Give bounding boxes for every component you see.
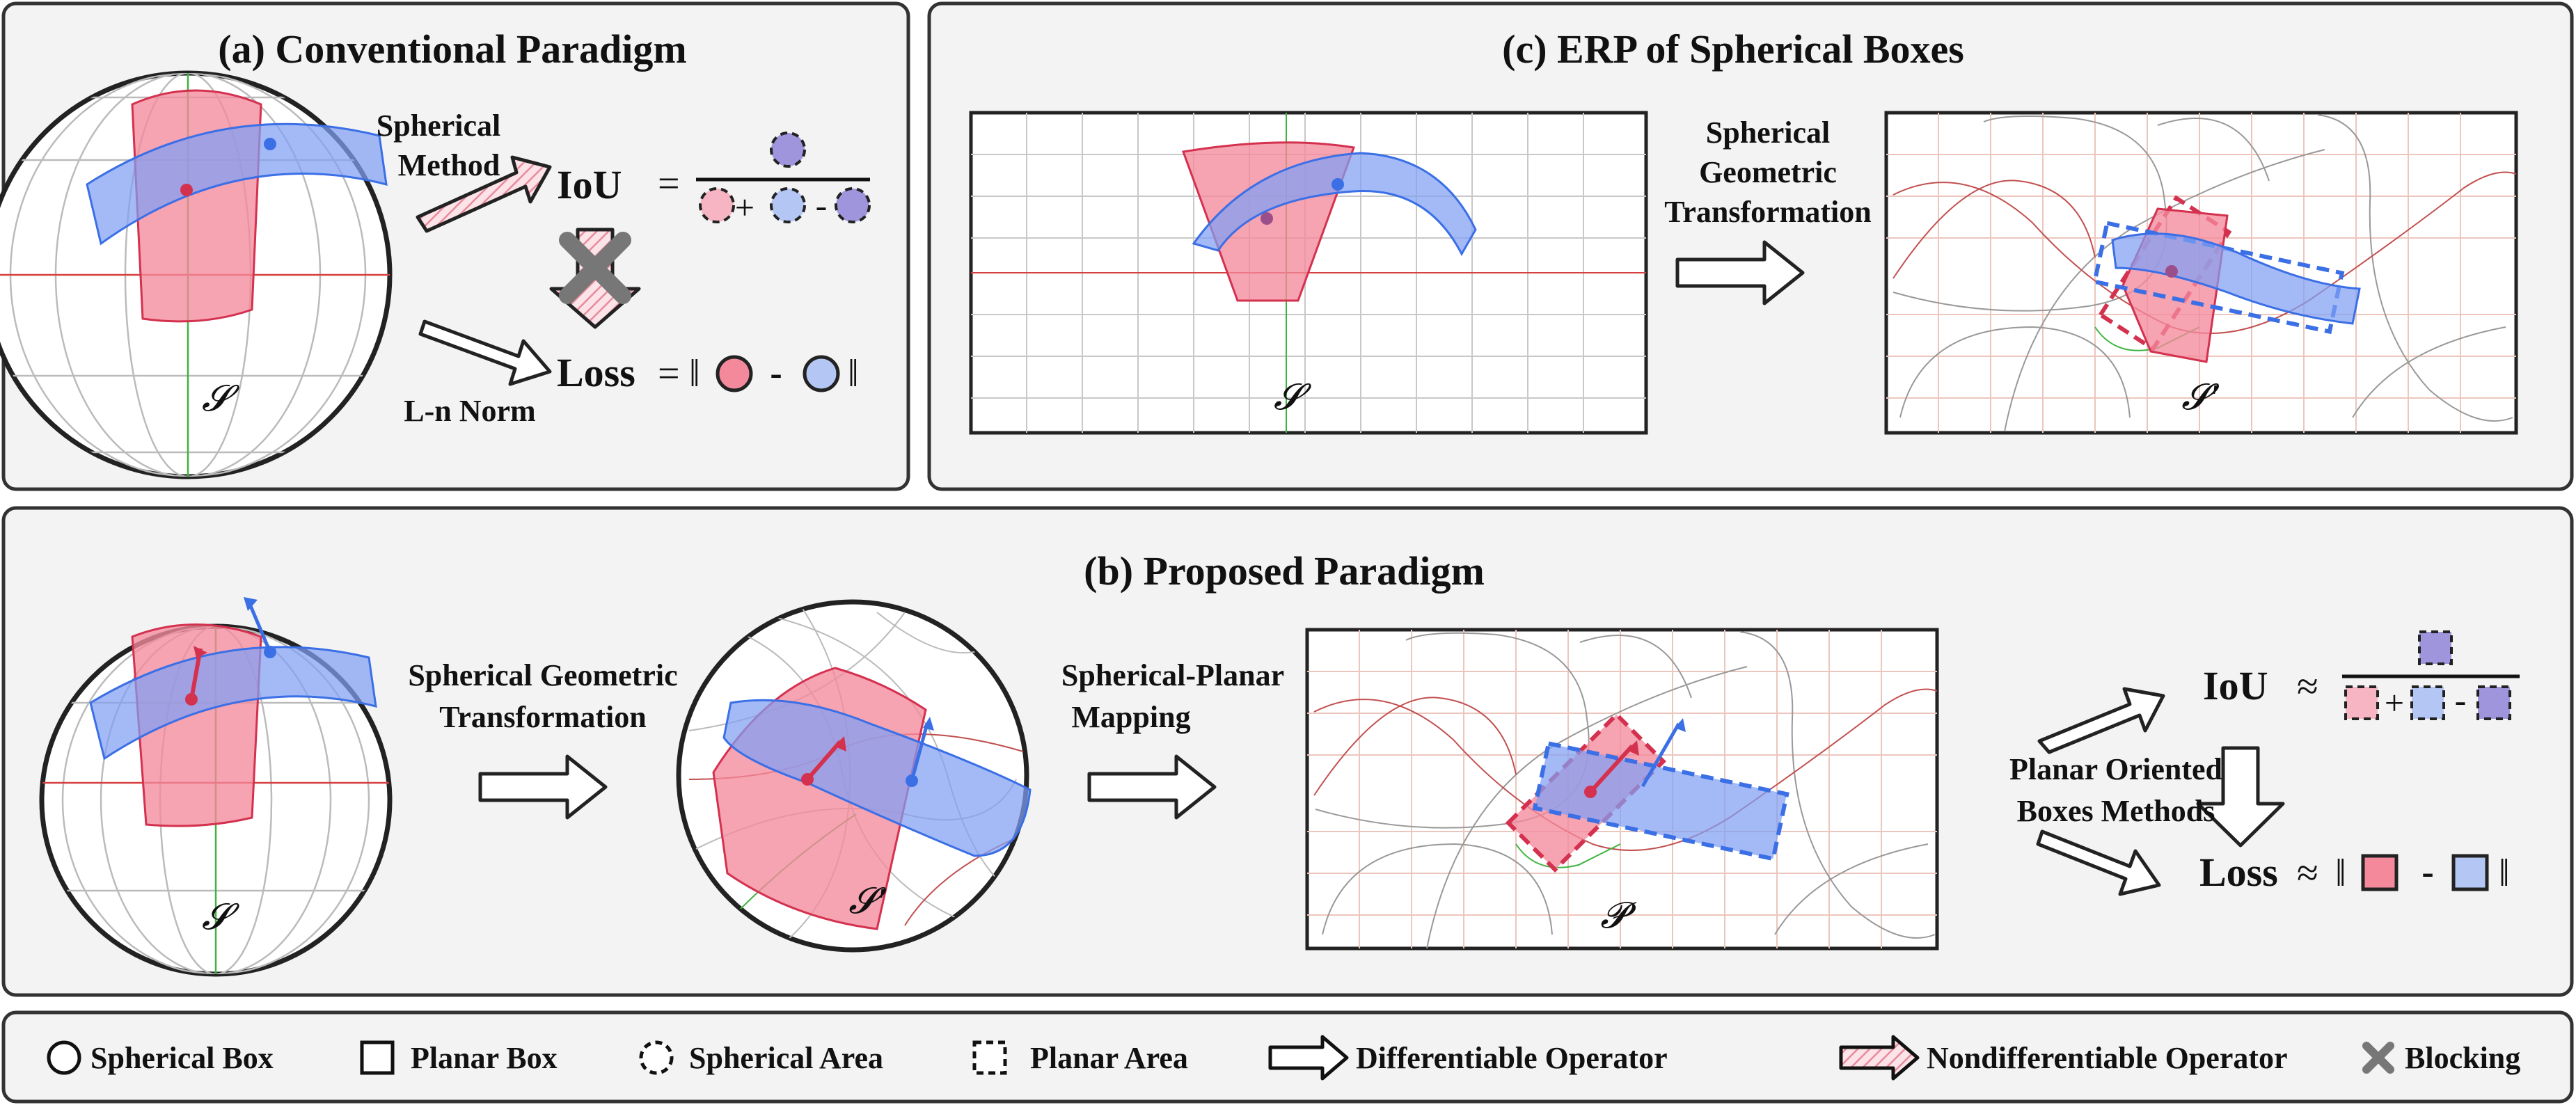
sphere-a: 𝓢 <box>0 70 393 479</box>
differentiable-arrow-a <box>418 319 552 386</box>
differentiable-arrow-b1 <box>478 754 608 820</box>
blue-erp-box-1 <box>1192 152 1477 257</box>
red-spherical-area-icon <box>699 187 735 223</box>
purple-planar-area-icon <box>2476 685 2511 720</box>
dashed-circle-icon <box>639 1040 674 1075</box>
sgt-b-line1: Spherical Geometric <box>408 658 677 692</box>
erp-image-1: 𝓢 <box>969 111 1648 435</box>
blue-planar-box-p <box>1532 740 1789 861</box>
loss-label-a: Loss <box>557 350 635 395</box>
solid-circle-icon <box>47 1040 81 1075</box>
differentiable-arrow-b4 <box>2036 829 2161 896</box>
red-spherical-box-icon <box>716 355 753 392</box>
legend-planar-box: Planar Box <box>411 1041 558 1075</box>
solid-square-icon <box>360 1040 395 1075</box>
sphere-b2: 𝓢′ <box>676 599 1032 953</box>
spm-line1: Spherical-Planar <box>1061 658 1284 692</box>
spherical-method-label-1: Spherical <box>377 109 500 143</box>
differentiable-arrow-b5 <box>2196 746 2285 848</box>
blue-spherical-box-icon <box>803 355 840 392</box>
sphere-b1: 𝓢 <box>39 597 393 977</box>
red-planar-box-icon <box>2361 854 2399 891</box>
panel-c-title: (c) ERP of Spherical Boxes <box>1502 26 1964 72</box>
panel-b: (b) Proposed Paradigm 𝓢 Sph <box>1 506 2574 997</box>
blue-planar-area-icon <box>2410 685 2445 720</box>
norm-bar-right-b: ‖ <box>2499 852 2510 895</box>
planar-image: 𝓟 <box>1305 628 1939 951</box>
minus-sign-a: - <box>816 186 828 225</box>
norm-bar-left-b: ‖ <box>2335 852 2346 895</box>
panel-b-title: (b) Proposed Paradigm <box>1084 548 1485 594</box>
pobm-line1: Planar Oriented <box>2009 752 2222 786</box>
panel-a-title: (a) Conventional Paradigm <box>218 26 686 72</box>
sgt-b-line2: Transformation <box>439 700 646 734</box>
erp-image-2: 𝓢′ <box>1884 111 2518 435</box>
hollow-arrow-icon <box>1268 1035 1349 1081</box>
purple-spherical-area-icon <box>835 187 871 223</box>
blue-planar-box-icon <box>2451 854 2489 891</box>
differentiable-arrow-b2 <box>1087 754 1217 820</box>
loss-approx-b: ≈ <box>2297 852 2318 895</box>
ln-norm-label: L-n Norm <box>404 394 535 428</box>
norm-bar-left-a: ‖ <box>689 352 700 395</box>
erp-label-2: 𝓢′ <box>2181 378 2220 418</box>
loss-label-b: Loss <box>2199 850 2278 895</box>
plus-sign-b: + <box>2385 683 2404 722</box>
legend-planar-area: Planar Area <box>1030 1041 1188 1075</box>
blocking-cross-icon <box>559 232 631 304</box>
iou-approx-b: ≈ <box>2297 665 2318 708</box>
iou-eq-a: = <box>658 162 680 205</box>
differentiable-arrow-b3 <box>2037 687 2165 754</box>
red-planar-area-icon <box>2344 685 2379 720</box>
blue-spherical-box-a <box>86 122 388 246</box>
blue-erp-box-2 <box>2111 232 2361 325</box>
spm-line2: Mapping <box>1071 700 1190 734</box>
sgt-c-line3: Transformation <box>1664 195 1871 229</box>
differentiable-arrow-c <box>1675 240 1805 305</box>
legend-spherical-area: Spherical Area <box>689 1041 883 1075</box>
loss-eq-a: = <box>658 352 680 395</box>
numerator-planar-area-icon <box>2418 630 2453 665</box>
blue-spherical-box-b1 <box>89 646 377 761</box>
plus-sign-a: + <box>735 188 754 227</box>
sphere-b2-label: 𝓢′ <box>848 882 887 921</box>
blue-spherical-area-icon <box>770 187 806 223</box>
iou-label-b: IoU <box>2203 663 2268 708</box>
numerator-spherical-area-icon <box>770 132 806 168</box>
dashed-square-icon <box>972 1040 1007 1075</box>
legend-spherical-box: Spherical Box <box>90 1041 274 1075</box>
nondifferentiable-arrow-a <box>416 155 552 233</box>
iou-label-a: IoU <box>557 162 622 207</box>
spherical-method-label-2: Method <box>398 148 500 182</box>
sgt-c-line1: Spherical <box>1706 116 1830 150</box>
norm-bar-right-a: ‖ <box>848 352 859 395</box>
legend: Spherical Box Planar Box Spherical Area … <box>1 1010 2574 1104</box>
cross-icon <box>2362 1042 2394 1074</box>
sgt-c-line2: Geometric <box>1699 155 1837 189</box>
hatched-arrow-icon <box>1839 1035 1920 1081</box>
pobm-line2: Boxes Methods <box>2017 794 2215 828</box>
legend-nondifferentiable-operator: Nondifferentiable Operator <box>1927 1041 2288 1075</box>
legend-differentiable-operator: Differentiable Operator <box>1356 1041 1668 1075</box>
norm-minus-b: - <box>2421 852 2433 892</box>
legend-blocking: Blocking <box>2405 1041 2520 1075</box>
panel-c: (c) ERP of Spherical Boxes 𝓢 Spherical G… <box>927 1 2574 491</box>
norm-minus-a: - <box>770 353 782 393</box>
minus-sign-b: - <box>2455 681 2467 720</box>
panel-a: (a) Conventional Paradigm 𝓢 <box>0 1 910 491</box>
